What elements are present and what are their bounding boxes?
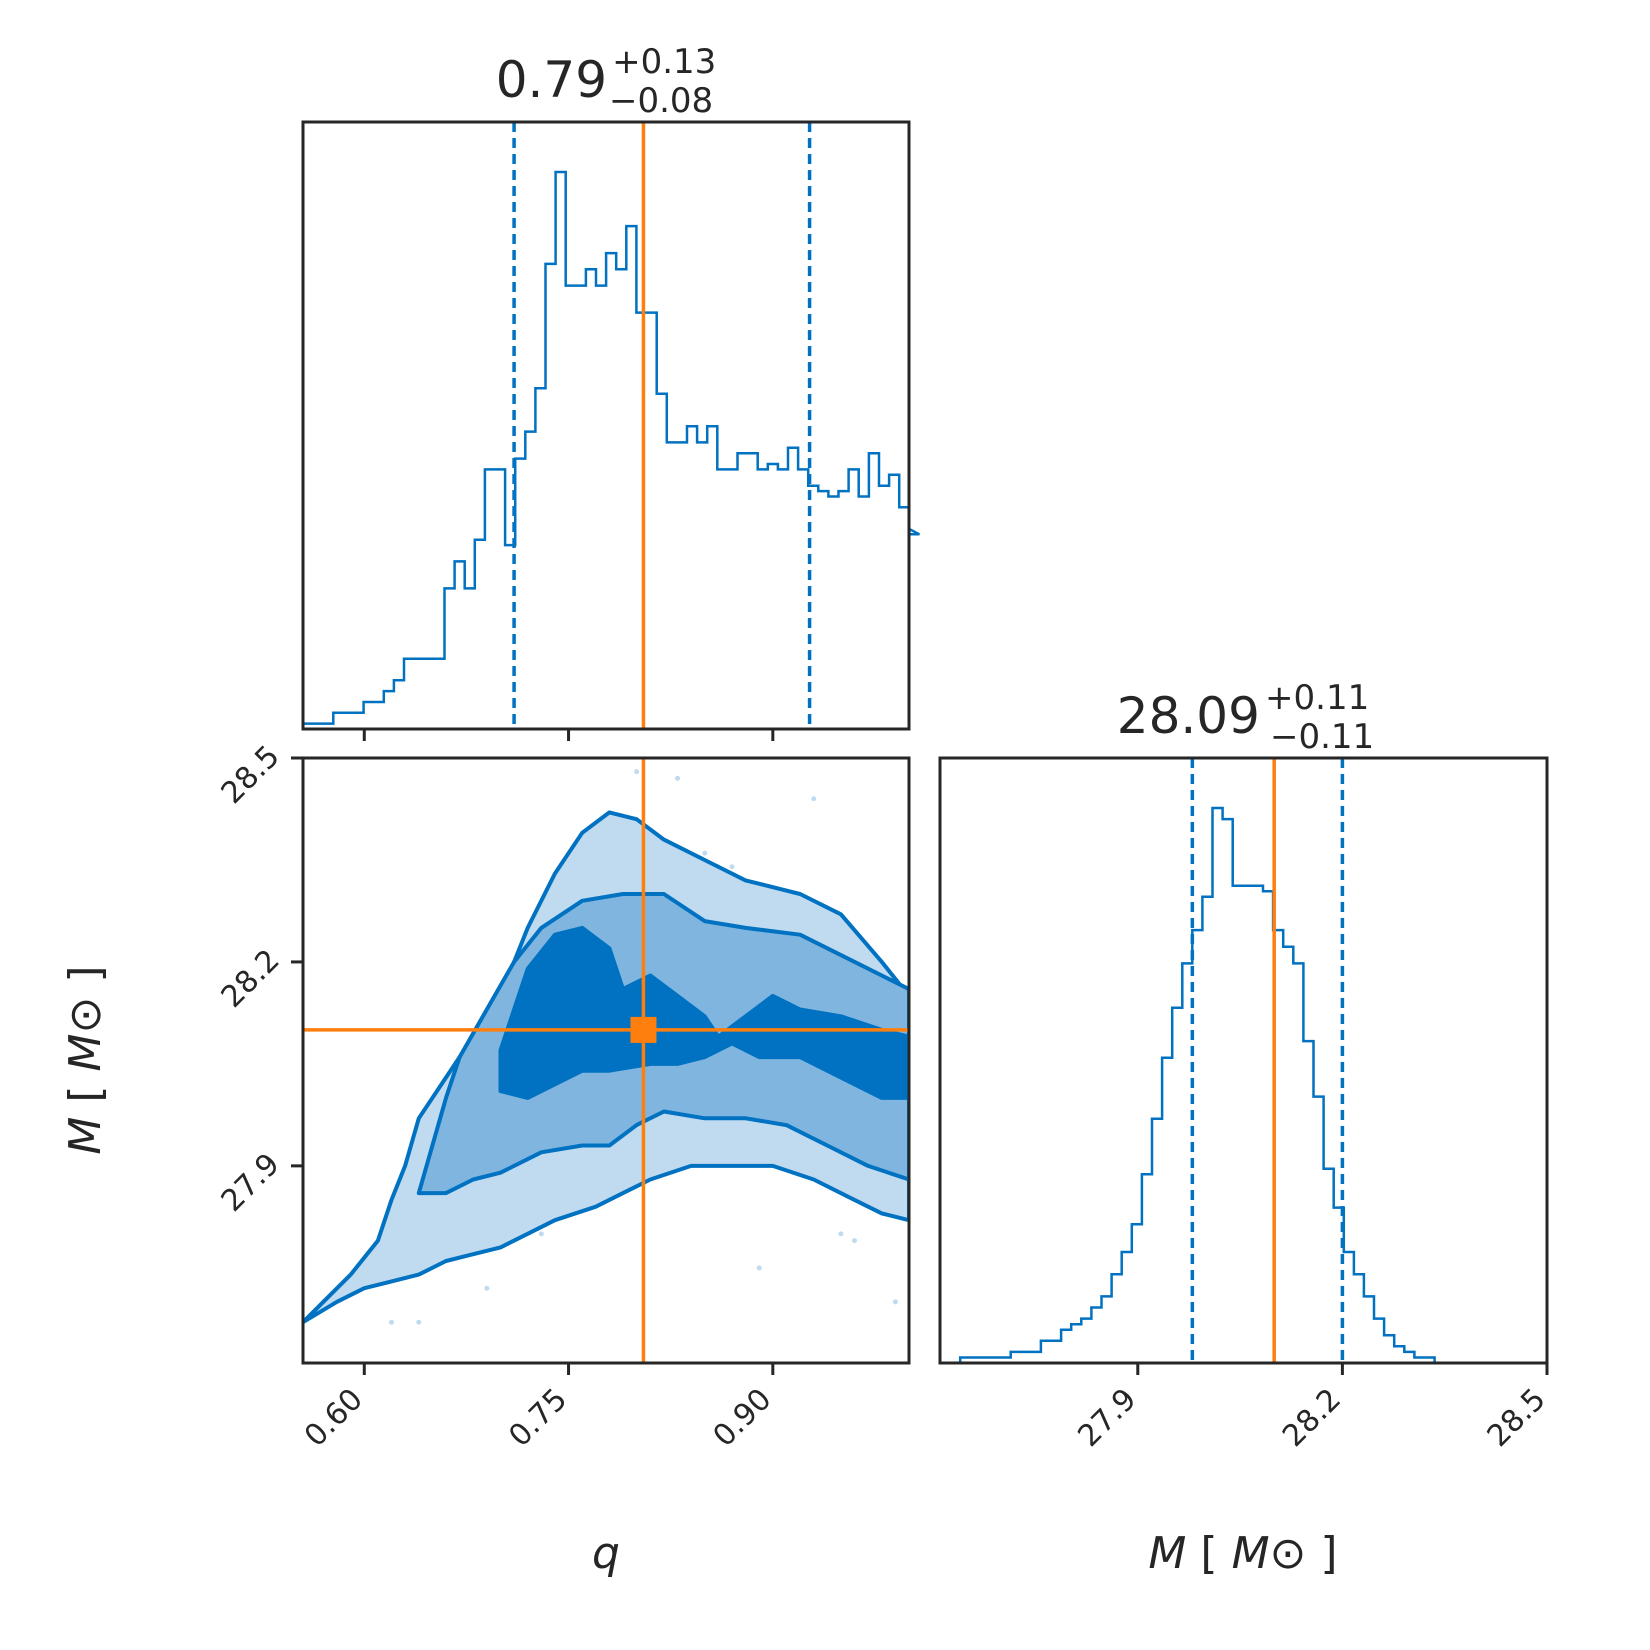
joint-frame: [301, 756, 911, 1365]
joint-outlier-point-3: [538, 1231, 544, 1237]
m-x-axis-unit: M⊙: [1232, 1528, 1307, 1579]
joint-outlier-point-14: [892, 1299, 898, 1305]
m-y-axis-unit: M⊙: [60, 997, 111, 1072]
joint-outlier-point-11: [811, 796, 817, 802]
m-y-axis-open-bracket: [: [60, 1085, 111, 1102]
joint-panel: 0.60 0.75 0.90 27.9 28.2 28.5 q M [ M⊙ ]: [60, 739, 911, 1579]
m-y-tick-label-1: 28.2: [215, 943, 287, 1015]
joint-outlier-point-5: [634, 769, 640, 775]
m-y-axis-label: M [ M⊙ ]: [60, 965, 111, 1154]
m-x-axis-open-bracket: [: [1200, 1528, 1217, 1579]
joint-outlier-point-7: [702, 850, 708, 856]
joint-outlier-point-1: [416, 1319, 422, 1325]
joint-outlier-point-6: [674, 775, 680, 781]
m-marginal-ticks: 27.9 28.2 28.5: [1071, 1363, 1553, 1454]
q-title: 0.79 +0.13: [496, 42, 717, 109]
m-tick-label-2: 28.5: [1481, 1382, 1553, 1454]
m-histogram: [940, 806, 1445, 1365]
m-histogram-step: [940, 806, 1445, 1365]
q-title-minus: −0.08: [609, 81, 713, 121]
q-title-plus: +0.13: [612, 42, 716, 82]
m-tick-label-1: 28.2: [1276, 1382, 1348, 1454]
q-marginal-frame: [301, 120, 911, 731]
joint-contour-1sigma: [498, 925, 909, 1100]
joint-contours: [303, 758, 909, 1363]
m-x-axis-symbol: M: [1148, 1528, 1186, 1579]
m-title: 28.09 +0.11: [1117, 678, 1369, 745]
q-histogram-step: [301, 170, 920, 729]
joint-outlier-point-10: [756, 1265, 762, 1271]
joint-outlier-point-0: [389, 1319, 395, 1325]
joint-outlier-point-12: [838, 1231, 844, 1237]
q-marginal-panel: 0.79 +0.13 −0.08: [301, 42, 920, 741]
q-tick-label-2: 0.90: [706, 1382, 778, 1454]
m-x-axis-label: M [ M⊙ ]: [1148, 1528, 1337, 1579]
joint-outlier-point-13: [852, 1238, 858, 1244]
m-quantile-lines: [1190, 758, 1345, 1363]
q-axis-label: q: [592, 1528, 620, 1579]
q-tick-label-1: 0.75: [502, 1382, 574, 1454]
q-marginal-ticks: [362, 729, 775, 741]
m-title-value: 28.09: [1117, 687, 1260, 745]
m-y-axis-close-bracket: ]: [60, 965, 111, 982]
m-marginal-panel: 27.9 28.2 28.5 28.09 +0.11 −0.11 M [ M⊙ ]: [938, 678, 1553, 1579]
m-x-axis-close-bracket: ]: [1320, 1528, 1337, 1579]
m-tick-label-0: 27.9: [1071, 1382, 1143, 1454]
m-title-minus: −0.11: [1270, 717, 1374, 757]
m-title-plus: +0.11: [1265, 678, 1369, 718]
joint-truth-marker: [630, 1016, 657, 1043]
m-y-axis-symbol: M: [60, 1117, 111, 1155]
q-histogram: [301, 170, 920, 729]
q-title-value: 0.79: [496, 51, 607, 109]
joint-outlier-point-8: [729, 864, 735, 870]
q-tick-label-0: 0.60: [298, 1382, 370, 1454]
q-quantile-lines: [512, 122, 812, 729]
m-y-tick-label-2: 28.5: [215, 739, 287, 811]
joint-outlier-point-2: [484, 1285, 490, 1291]
m-marginal-frame: [938, 756, 1549, 1365]
m-y-tick-label-0: 27.9: [215, 1147, 287, 1219]
